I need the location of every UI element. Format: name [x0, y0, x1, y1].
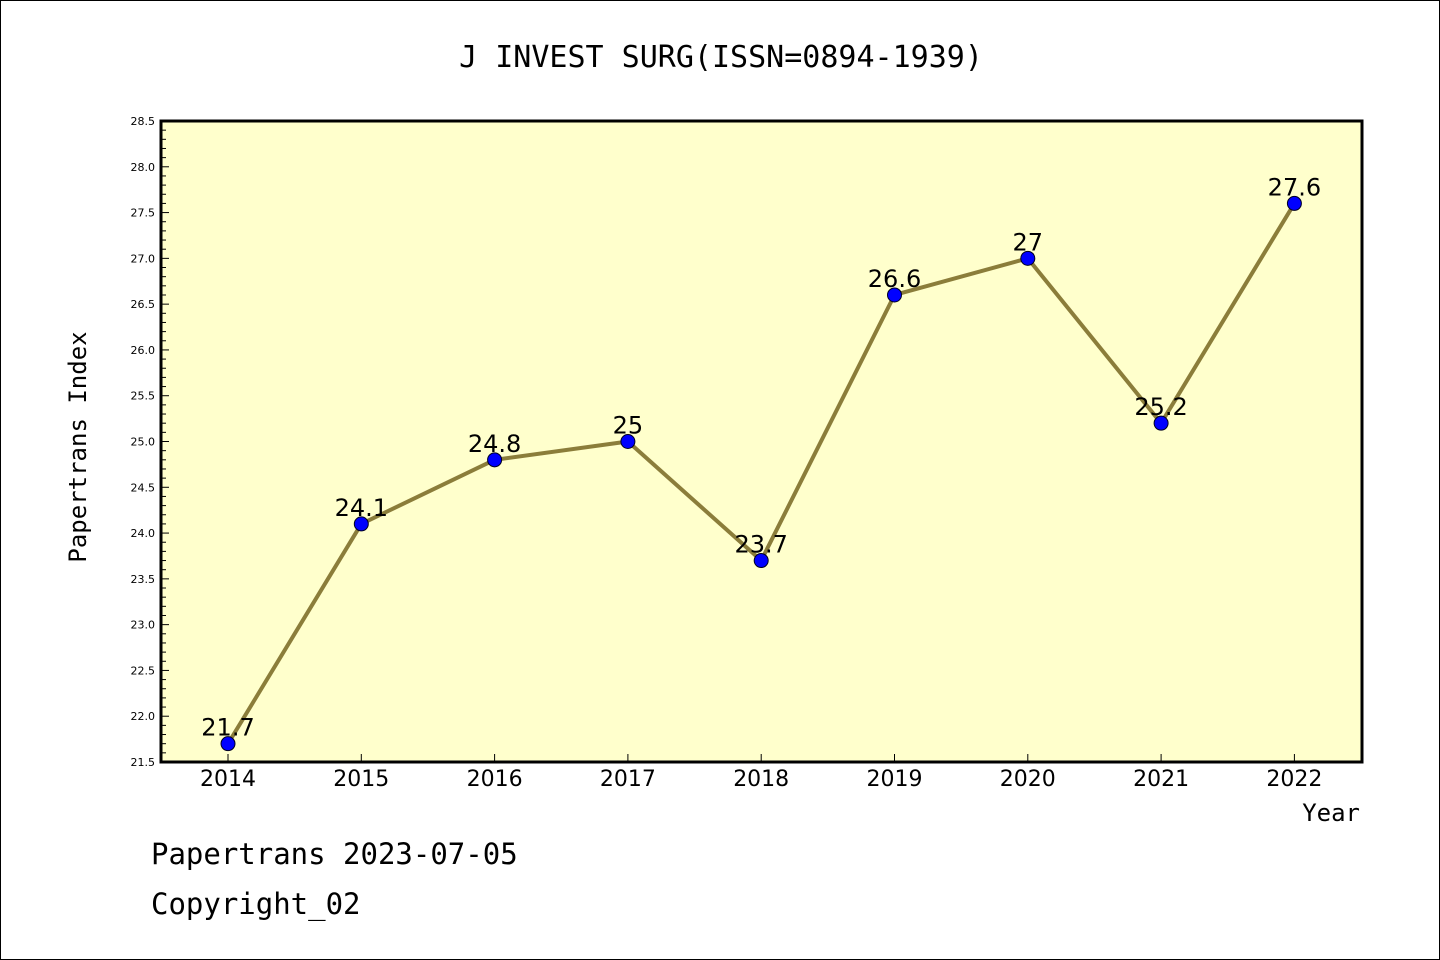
data-label: 25 — [613, 412, 644, 440]
x-axis-label: Year — [1302, 799, 1360, 827]
markers-group — [220, 195, 1302, 752]
data-point — [620, 434, 636, 449]
x-tick-label: 2017 — [600, 767, 656, 792]
data-point — [887, 287, 902, 303]
y-tick-label: 23.0 — [131, 619, 156, 632]
footer-date: Papertrans 2023-07-05 — [151, 837, 518, 871]
y-tick-label: 27.0 — [131, 252, 156, 265]
data-label: 27 — [1013, 228, 1044, 256]
y-axis-label: Papertrans Index — [64, 331, 92, 562]
chart-title: J INVEST SURG(ISSN=0894-1939) — [459, 40, 983, 75]
y-tick-label: 22.0 — [131, 710, 156, 723]
y-tick-label: 22.5 — [131, 664, 156, 677]
y-tick-label: 24.0 — [131, 527, 156, 540]
y-tick-label: 21.5 — [131, 756, 156, 769]
data-label: 25.2 — [1134, 393, 1187, 421]
y-tick-label: 25.5 — [131, 390, 156, 403]
data-label: 21.7 — [201, 714, 254, 742]
data-point — [1286, 195, 1302, 211]
x-tick-label: 2020 — [1000, 767, 1056, 792]
data-point — [1153, 415, 1169, 431]
x-tick-label: 2014 — [200, 767, 256, 792]
data-label: 24.8 — [468, 430, 521, 458]
x-axis-ticks: 2014 2015 2016 2017 2018 2019 2020 2021 2022 — [200, 754, 1322, 792]
data-point — [353, 516, 369, 532]
y-tick-label: 24.5 — [131, 481, 156, 494]
data-labels-group: 21.7 24.1 24.8 25 23.7 26.6 27 25.2 27.6 — [201, 173, 1321, 741]
y-tick-label: 27.5 — [131, 207, 156, 220]
data-point — [1020, 250, 1036, 266]
x-tick-label: 2015 — [333, 767, 389, 792]
data-point — [220, 736, 236, 752]
data-label: 23.7 — [734, 531, 787, 559]
y-tick-label: 28.0 — [131, 161, 156, 174]
y-tick-label: 23.5 — [131, 573, 156, 586]
data-label: 27.6 — [1268, 173, 1321, 201]
y-tick-label: 26.5 — [131, 298, 156, 311]
plot-area — [159, 119, 1364, 764]
footer-copyright: Copyright_02 — [151, 887, 361, 921]
data-point — [487, 452, 503, 468]
x-tick-label: 2018 — [733, 767, 789, 792]
data-point — [753, 553, 769, 569]
x-tick-label: 2016 — [467, 767, 523, 792]
y-tick-label: 25.0 — [131, 436, 156, 449]
data-label: 26.6 — [868, 265, 921, 293]
y-axis-ticks: 21.5 22.0 22.5 23.0 23.5 24.0 24.5 25.0 25.5 26.0… — [131, 115, 169, 769]
x-tick-label: 2019 — [867, 767, 923, 792]
y-tick-label: 28.5 — [131, 115, 156, 128]
data-label: 24.1 — [335, 494, 388, 522]
x-tick-label: 2022 — [1266, 767, 1322, 792]
x-tick-label: 2021 — [1133, 767, 1189, 792]
y-tick-label: 26.0 — [131, 344, 156, 357]
